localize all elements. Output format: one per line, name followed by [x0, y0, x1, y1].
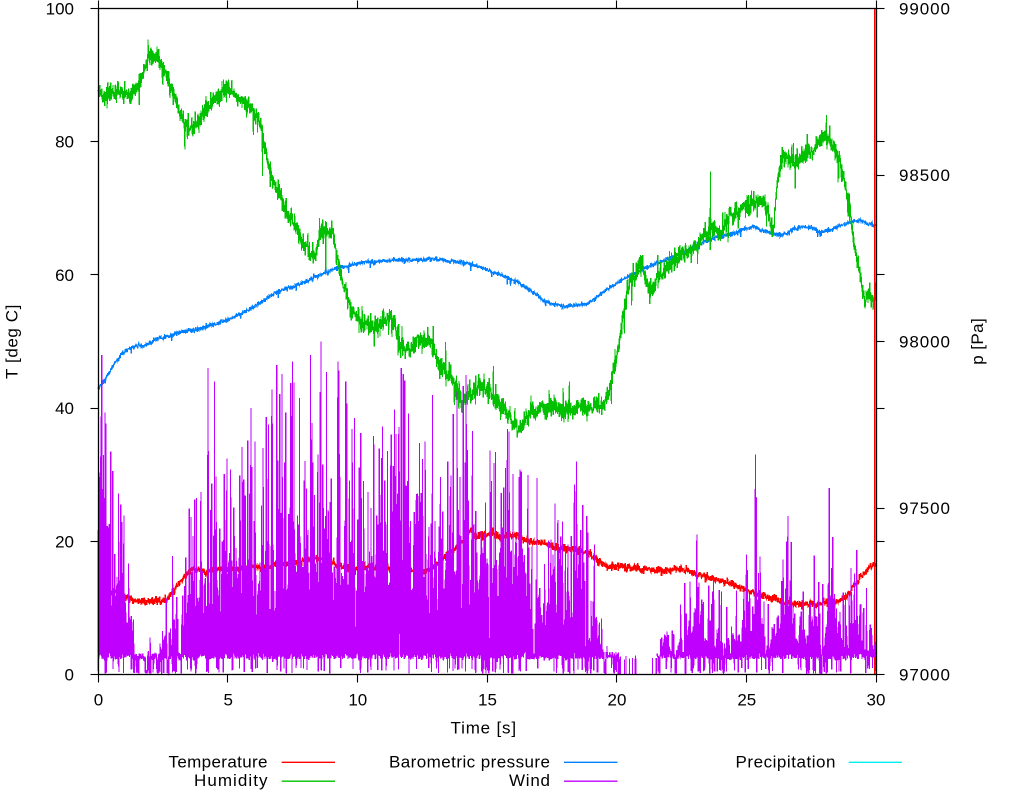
svg-text:60: 60 [55, 266, 74, 285]
svg-text:99000: 99000 [899, 0, 950, 19]
svg-text:Precipitation: Precipitation [736, 752, 836, 771]
svg-text:p [Pa]: p [Pa] [968, 318, 987, 365]
svg-text:15: 15 [478, 691, 497, 710]
svg-text:Temperature: Temperature [169, 752, 268, 771]
svg-text:20: 20 [608, 691, 627, 710]
svg-text:30: 30 [867, 691, 886, 710]
svg-text:0: 0 [94, 691, 103, 710]
svg-text:25: 25 [737, 691, 756, 710]
svg-text:Time [s]: Time [s] [451, 719, 517, 738]
svg-text:0: 0 [65, 666, 74, 685]
svg-text:Wind: Wind [509, 771, 550, 790]
svg-text:5: 5 [223, 691, 232, 710]
svg-text:97500: 97500 [899, 499, 950, 518]
svg-text:T [deg C]: T [deg C] [3, 305, 22, 379]
svg-text:98500: 98500 [899, 166, 950, 185]
svg-text:97000: 97000 [899, 666, 950, 685]
svg-text:100: 100 [46, 0, 74, 19]
svg-text:10: 10 [348, 691, 367, 710]
svg-text:98000: 98000 [899, 333, 950, 352]
svg-text:80: 80 [55, 133, 74, 152]
svg-text:20: 20 [55, 532, 74, 551]
svg-text:40: 40 [55, 399, 74, 418]
svg-text:Humidity: Humidity [194, 771, 268, 790]
svg-text:Barometric pressure: Barometric pressure [389, 752, 550, 771]
